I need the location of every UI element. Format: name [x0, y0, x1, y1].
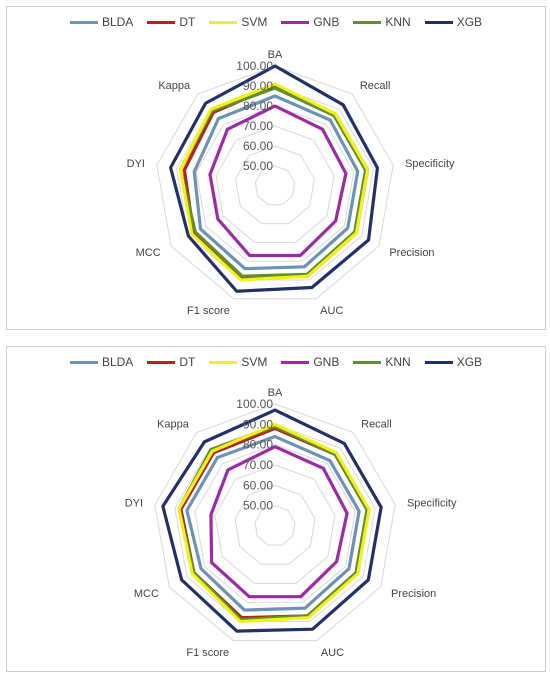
tick-label: 80.00 — [243, 438, 273, 452]
series-line-xgb — [169, 64, 380, 293]
axis-label: F1 score — [187, 305, 230, 317]
grid-ring — [175, 85, 375, 281]
legend-swatch — [353, 360, 382, 364]
legend-label: DT — [179, 15, 196, 29]
axis-label: AUC — [320, 305, 343, 317]
grid-ring — [214, 464, 336, 584]
series-line-gnb — [208, 104, 348, 258]
axis-label: Kappa — [158, 80, 191, 92]
tick-label: 70.00 — [243, 458, 273, 472]
legend-swatch — [424, 20, 453, 24]
axis-label: Specificity — [407, 498, 457, 510]
series-line-svm — [177, 422, 371, 624]
tick-label: 60.00 — [243, 478, 273, 492]
legend-label: GNB — [313, 15, 340, 29]
axis-label: BA — [268, 387, 283, 399]
tick-label: 70.00 — [243, 119, 273, 133]
axis-label: DYI — [125, 498, 143, 510]
legend-label: SVM — [241, 355, 268, 369]
series-line-xgb — [161, 408, 383, 633]
tick-label: 60.00 — [243, 139, 273, 153]
axis-label: DYI — [127, 158, 145, 170]
legend-item: BLDA — [69, 355, 134, 369]
legend-item: SVM — [209, 15, 267, 29]
legend-item: KNN — [353, 355, 411, 369]
axis-label: Precision — [391, 588, 436, 600]
legend-item: XGB — [424, 15, 483, 29]
series-line-gnb — [209, 445, 349, 599]
grid-ring — [254, 165, 296, 206]
radar-grid — [154, 403, 396, 642]
legend-item: SVM — [209, 355, 267, 369]
tick-label: 100.00 — [236, 397, 273, 411]
legend-label: DT — [179, 355, 196, 369]
legend-item: XGB — [424, 355, 483, 369]
grid-ring — [194, 444, 356, 603]
legend-label: BLDA — [101, 15, 134, 29]
grid-ring — [235, 145, 315, 225]
legend-label: KNN — [385, 355, 411, 369]
legend-label: XGB — [456, 15, 483, 29]
series-line-blda — [192, 94, 360, 271]
legend-item: GNB — [281, 355, 339, 369]
grid-ring — [254, 505, 296, 546]
axis-label: Recall — [360, 80, 391, 92]
legend-swatch — [147, 20, 176, 24]
legend-swatch — [147, 360, 176, 364]
axis-label: Recall — [361, 418, 392, 430]
legend-swatch — [69, 360, 98, 364]
axis-label: MCC — [134, 588, 159, 600]
legend-label: KNN — [385, 15, 411, 29]
axis-label: MCC — [136, 247, 161, 259]
radar-grid — [156, 65, 394, 300]
grid-ring — [234, 484, 316, 565]
grid-ring — [195, 105, 355, 262]
axis-label: BA — [268, 49, 283, 61]
axis-label: F1 score — [186, 647, 229, 659]
legend-swatch — [353, 20, 382, 24]
radar-chart-panel: BLDA DT SVM GNB KNN XGB 50.00 60.00 70.00 80.00 9… — [6, 346, 546, 672]
legend-item: DT — [147, 15, 195, 29]
tick-label: 90.00 — [243, 417, 273, 431]
tick-label: 100.00 — [236, 59, 273, 73]
legend-swatch — [424, 360, 453, 364]
tick-label: 50.00 — [243, 499, 273, 513]
grid-ring — [154, 403, 396, 642]
grid-ring — [215, 125, 335, 243]
series-line-svm — [178, 82, 370, 282]
axis-label: Precision — [389, 247, 434, 259]
legend-item: GNB — [281, 15, 339, 29]
legend-label: XGB — [456, 355, 483, 369]
axis-label: Kappa — [157, 418, 190, 430]
grid-ring — [174, 423, 376, 623]
tick-label: 80.00 — [243, 99, 273, 113]
radar-chart-panel: BLDA DT SVM GNB KNN XGB 50.00 60.00 70.00 80.00 9… — [6, 6, 546, 330]
legend-swatch — [69, 20, 98, 24]
tick-label: 90.00 — [243, 79, 273, 93]
series-line-blda — [185, 434, 361, 612]
grid-ring — [156, 65, 394, 300]
chart-legend: BLDA DT SVM GNB KNN XGB — [7, 355, 545, 369]
axis-label: Specificity — [405, 158, 455, 170]
legend-label: GNB — [313, 355, 340, 369]
legend-item: DT — [147, 355, 195, 369]
chart-legend: BLDA DT SVM GNB KNN XGB — [7, 15, 545, 29]
legend-item: BLDA — [69, 15, 134, 29]
legend-swatch — [209, 360, 238, 364]
legend-label: BLDA — [101, 355, 134, 369]
legend-swatch — [209, 20, 238, 24]
axis-label: AUC — [321, 647, 344, 659]
legend-item: KNN — [353, 15, 411, 29]
tick-label: 50.00 — [243, 159, 273, 173]
legend-label: SVM — [241, 15, 268, 29]
legend-swatch — [281, 20, 310, 24]
legend-swatch — [281, 360, 310, 364]
